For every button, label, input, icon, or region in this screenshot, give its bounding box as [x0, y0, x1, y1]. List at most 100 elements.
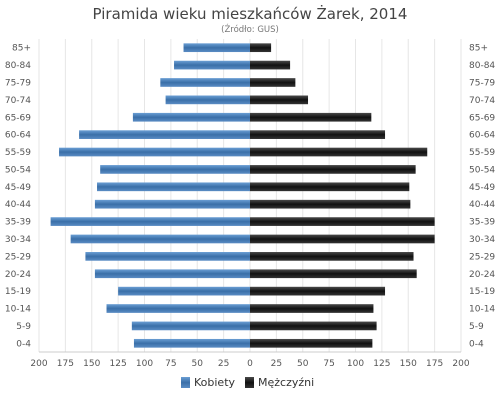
bar-mezczyzni[interactable] — [250, 304, 374, 313]
category-label-left: 35-39 — [5, 218, 31, 228]
bar-kobiety[interactable] — [50, 217, 251, 226]
category-label-left: 85+ — [12, 44, 31, 54]
bar-mezczyzni[interactable] — [250, 338, 373, 348]
category-label-right: 15-19 — [469, 287, 495, 297]
legend-label[interactable]: Mężczyźni — [258, 376, 314, 389]
category-label-right: 70-74 — [469, 96, 495, 106]
legend[interactable]: Kobiety Mężczyźni — [181, 376, 314, 389]
category-label-left: 15-19 — [5, 287, 31, 297]
bar-mezczyzni[interactable] — [250, 130, 386, 139]
legend-swatch[interactable] — [245, 377, 254, 388]
bar-mezczyzni[interactable] — [250, 252, 414, 261]
category-label-right: 20-24 — [469, 270, 495, 280]
x-tick-label: 125 — [373, 359, 390, 369]
x-tick-label: 100 — [347, 359, 364, 369]
bar-mezczyzni[interactable] — [250, 95, 309, 105]
category-label-left: 65-69 — [5, 113, 31, 123]
x-tick-label: 150 — [400, 359, 417, 369]
bar-kobiety[interactable] — [70, 234, 251, 244]
x-tick-label: 200 — [30, 359, 47, 369]
bar-mezczyzni[interactable] — [250, 217, 435, 226]
category-label-right: 35-39 — [469, 218, 495, 228]
legend-swatch[interactable] — [181, 377, 190, 388]
bar-kobiety[interactable] — [100, 165, 250, 174]
bar-mezczyzni[interactable] — [250, 43, 272, 53]
x-tick-label: 200 — [452, 359, 469, 369]
category-label-left: 20-24 — [5, 270, 31, 280]
bar-mezczyzni[interactable] — [250, 78, 296, 87]
x-tick-label: 75 — [323, 359, 334, 369]
bar-mezczyzni[interactable] — [250, 112, 372, 122]
category-label-right: 45-49 — [469, 183, 495, 193]
category-label-left: 70-74 — [5, 96, 31, 106]
x-tick-label: 50 — [297, 359, 309, 369]
category-label-right: 75-79 — [469, 78, 495, 88]
category-label-right: 55-59 — [469, 148, 495, 158]
category-label-right: 5-9 — [469, 322, 484, 332]
bar-kobiety[interactable] — [94, 269, 250, 279]
category-label-left: 50-54 — [5, 165, 31, 175]
bar-kobiety[interactable] — [79, 130, 250, 139]
bar-kobiety[interactable] — [174, 60, 250, 70]
category-label-right: 65-69 — [469, 113, 495, 123]
chart-subtitle: (Źródło: GUS) — [221, 23, 279, 35]
bar-mezczyzni[interactable] — [250, 286, 386, 296]
bar-mezczyzni[interactable] — [250, 165, 416, 174]
category-label-left: 0-4 — [16, 339, 31, 349]
x-tick-label: 175 — [426, 359, 443, 369]
grid-lines — [38, 39, 462, 353]
bar-kobiety[interactable] — [118, 286, 250, 296]
bar-mezczyzni[interactable] — [250, 60, 291, 70]
bar-mezczyzni[interactable] — [250, 147, 428, 157]
category-label-right: 80-84 — [469, 61, 495, 71]
category-label-left: 10-14 — [5, 305, 31, 315]
bar-kobiety[interactable] — [97, 182, 251, 192]
category-label-right: 50-54 — [469, 165, 495, 175]
x-tick-label: 25 — [271, 359, 282, 369]
x-tick-label: 50 — [192, 359, 204, 369]
category-label-right: 25-29 — [469, 252, 495, 262]
category-label-left: 55-59 — [5, 148, 31, 158]
bar-kobiety[interactable] — [59, 147, 250, 157]
bar-kobiety[interactable] — [183, 43, 250, 53]
bars-group — [50, 43, 435, 348]
category-label-left: 25-29 — [5, 252, 31, 262]
category-label-left: 80-84 — [5, 61, 31, 71]
bar-mezczyzni[interactable] — [250, 182, 410, 192]
category-label-right: 60-64 — [469, 131, 495, 141]
bar-kobiety[interactable] — [131, 321, 250, 331]
x-tick-label: 25 — [218, 359, 229, 369]
bar-mezczyzni[interactable] — [250, 321, 377, 331]
bar-kobiety[interactable] — [94, 199, 250, 209]
x-tick-label: 0 — [247, 359, 253, 369]
category-label-left: 75-79 — [5, 78, 31, 88]
category-label-right: 0-4 — [469, 339, 484, 349]
category-label-left: 45-49 — [5, 183, 31, 193]
x-tick-label: 175 — [57, 359, 74, 369]
bar-kobiety[interactable] — [85, 252, 250, 261]
category-label-left: 60-64 — [5, 131, 31, 141]
bar-mezczyzni[interactable] — [250, 269, 417, 279]
legend-label[interactable]: Kobiety — [194, 376, 236, 389]
bar-kobiety[interactable] — [132, 112, 250, 122]
bar-kobiety[interactable] — [133, 338, 250, 348]
bar-kobiety[interactable] — [106, 304, 251, 313]
bar-kobiety[interactable] — [165, 95, 250, 105]
x-tick-label: 75 — [165, 359, 176, 369]
bar-kobiety[interactable] — [160, 78, 250, 87]
category-label-right: 10-14 — [469, 305, 495, 315]
category-labels: 85+ 85+ 80-84 80-84 75-79 75-79 70-74 70-74 65-6… — [5, 44, 496, 350]
x-axis-ticks: 200 175 150 125 100 75 50 25 0 25 50 75 100 125 150 175… — [30, 359, 469, 369]
x-tick-label: 125 — [110, 359, 127, 369]
category-label-left: 30-34 — [5, 235, 31, 245]
bar-mezczyzni[interactable] — [250, 234, 435, 244]
category-label-left: 5-9 — [16, 322, 31, 332]
chart-title: Piramida wieku mieszkańców Żarek, 2014 — [93, 4, 408, 23]
category-label-right: 30-34 — [469, 235, 495, 245]
category-label-left: 40-44 — [5, 200, 31, 210]
category-label-right: 85+ — [469, 44, 488, 54]
bar-mezczyzni[interactable] — [250, 199, 411, 209]
x-tick-label: 100 — [136, 359, 153, 369]
category-label-right: 40-44 — [469, 200, 495, 210]
